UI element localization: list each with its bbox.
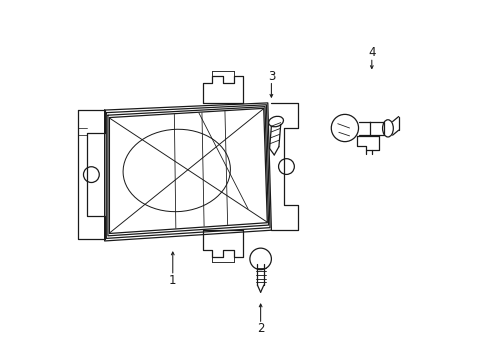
Text: 1: 1: [169, 274, 176, 287]
Text: 2: 2: [256, 322, 264, 335]
Text: 4: 4: [367, 46, 375, 59]
Text: 3: 3: [267, 69, 275, 82]
